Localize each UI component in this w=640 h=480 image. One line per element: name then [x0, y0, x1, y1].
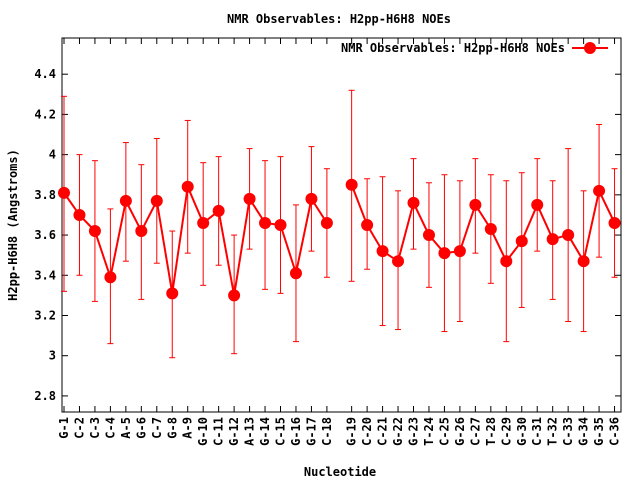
- x-axis-ticks: G-1 C-2 C-3 C-4 A-5 G-6 C-7 G-8 A-9 G-10 C-11 G-12 A…: [57, 38, 622, 446]
- data-point: [453, 245, 466, 258]
- x-tick-label: T-28: [484, 417, 498, 446]
- x-tick-label: C-4: [103, 417, 117, 439]
- data-point: [577, 255, 590, 268]
- plot-frame: [61, 37, 622, 413]
- legend: NMR Observables: H2pp-H6H8 NOEs: [341, 41, 608, 55]
- legend-label: NMR Observables: H2pp-H6H8 NOEs: [341, 41, 565, 55]
- data-point: [150, 194, 163, 207]
- data-point: [392, 255, 405, 268]
- data-point: [469, 198, 482, 211]
- data-point: [407, 196, 420, 209]
- x-tick-label: G-8: [165, 417, 179, 439]
- data-point: [305, 192, 318, 205]
- x-tick-label: G-30: [515, 417, 529, 446]
- y-tick-label: 3.2: [34, 308, 56, 322]
- x-tick-label: G-19: [345, 417, 359, 446]
- data-point: [274, 219, 287, 231]
- x-axis-label: Nucleotide: [304, 465, 376, 479]
- x-tick-label: G-10: [196, 417, 210, 446]
- y-tick-label: 4: [49, 148, 56, 162]
- x-tick-label: C-33: [561, 417, 575, 446]
- data-point: [531, 198, 544, 211]
- data-point: [289, 267, 302, 280]
- x-tick-label: G-6: [134, 417, 148, 439]
- y-tick-label: 3: [49, 349, 56, 363]
- x-tick-label: G-17: [304, 417, 318, 446]
- data-point: [500, 255, 513, 268]
- x-tick-label: C-21: [376, 417, 390, 446]
- data-point: [438, 247, 451, 260]
- x-tick-label: T-24: [422, 417, 436, 446]
- x-tick-label: C-11: [212, 417, 226, 446]
- x-tick-label: G-14: [258, 417, 272, 446]
- series-line: [63, 183, 328, 296]
- data-point: [484, 223, 497, 236]
- x-tick-label: A-9: [181, 417, 195, 439]
- y-tick-label: 4.4: [34, 67, 56, 81]
- data-point: [546, 233, 559, 246]
- data-point: [608, 216, 621, 229]
- data-point: [562, 229, 575, 242]
- x-tick-label: C-36: [608, 417, 622, 446]
- x-tick-label: C-18: [320, 417, 334, 446]
- data-point: [593, 184, 606, 197]
- y-tick-label: 3.6: [34, 228, 56, 242]
- x-tick-label: G-12: [227, 417, 241, 446]
- x-tick-label: C-2: [72, 417, 86, 439]
- legend-marker: [584, 42, 596, 54]
- x-tick-label: C-7: [150, 417, 164, 439]
- chart-title: NMR Observables: H2pp-H6H8 NOEs: [227, 12, 451, 26]
- series-layer: [58, 89, 621, 359]
- data-point: [422, 229, 435, 242]
- y-tick-label: 2.8: [34, 389, 56, 403]
- data-point: [228, 289, 241, 302]
- y-axis-label: H2pp-H6H8 (Angstroms): [6, 149, 20, 301]
- y-axis-ticks: 2.8 3 3.2 3.4 3.6 3.8 4 4.2 4.4: [34, 67, 621, 403]
- data-point: [197, 216, 210, 229]
- data-point: [320, 216, 333, 229]
- x-tick-label: A-13: [243, 417, 257, 446]
- data-point: [119, 194, 132, 207]
- data-point: [181, 180, 194, 193]
- data-point: [135, 225, 148, 238]
- x-tick-label: G-1: [57, 417, 71, 439]
- data-point: [515, 235, 528, 248]
- x-tick-label: G-34: [577, 417, 591, 446]
- data-point: [376, 245, 389, 258]
- x-tick-label: A-5: [119, 417, 133, 439]
- data-point: [166, 287, 179, 300]
- x-tick-label: C-25: [437, 417, 451, 446]
- x-tick-label: T-32: [546, 417, 560, 446]
- x-tick-label: C-3: [88, 417, 102, 439]
- x-tick-label: G-26: [453, 417, 467, 446]
- x-tick-label: C-29: [499, 417, 513, 446]
- y-tick-label: 3.4: [34, 268, 56, 282]
- x-tick-label: C-20: [360, 417, 374, 446]
- series-line: [350, 184, 616, 264]
- data-point: [345, 178, 358, 191]
- data-point: [259, 216, 272, 229]
- data-point: [88, 225, 101, 238]
- data-point: [243, 192, 256, 205]
- x-tick-label: G-22: [391, 417, 405, 446]
- data-point: [212, 204, 225, 217]
- data-point: [104, 271, 117, 284]
- y-tick-label: 3.8: [34, 188, 56, 202]
- y-tick-label: 4.2: [34, 107, 56, 121]
- x-tick-label: G-23: [407, 417, 421, 446]
- x-tick-label: G-35: [592, 417, 606, 446]
- x-tick-label: C-31: [530, 417, 544, 446]
- x-tick-label: G-16: [289, 417, 303, 446]
- x-tick-label: C-27: [468, 417, 482, 446]
- data-point: [361, 219, 374, 231]
- data-point: [73, 208, 86, 221]
- x-tick-label: C-15: [274, 417, 288, 446]
- data-point: [58, 186, 70, 199]
